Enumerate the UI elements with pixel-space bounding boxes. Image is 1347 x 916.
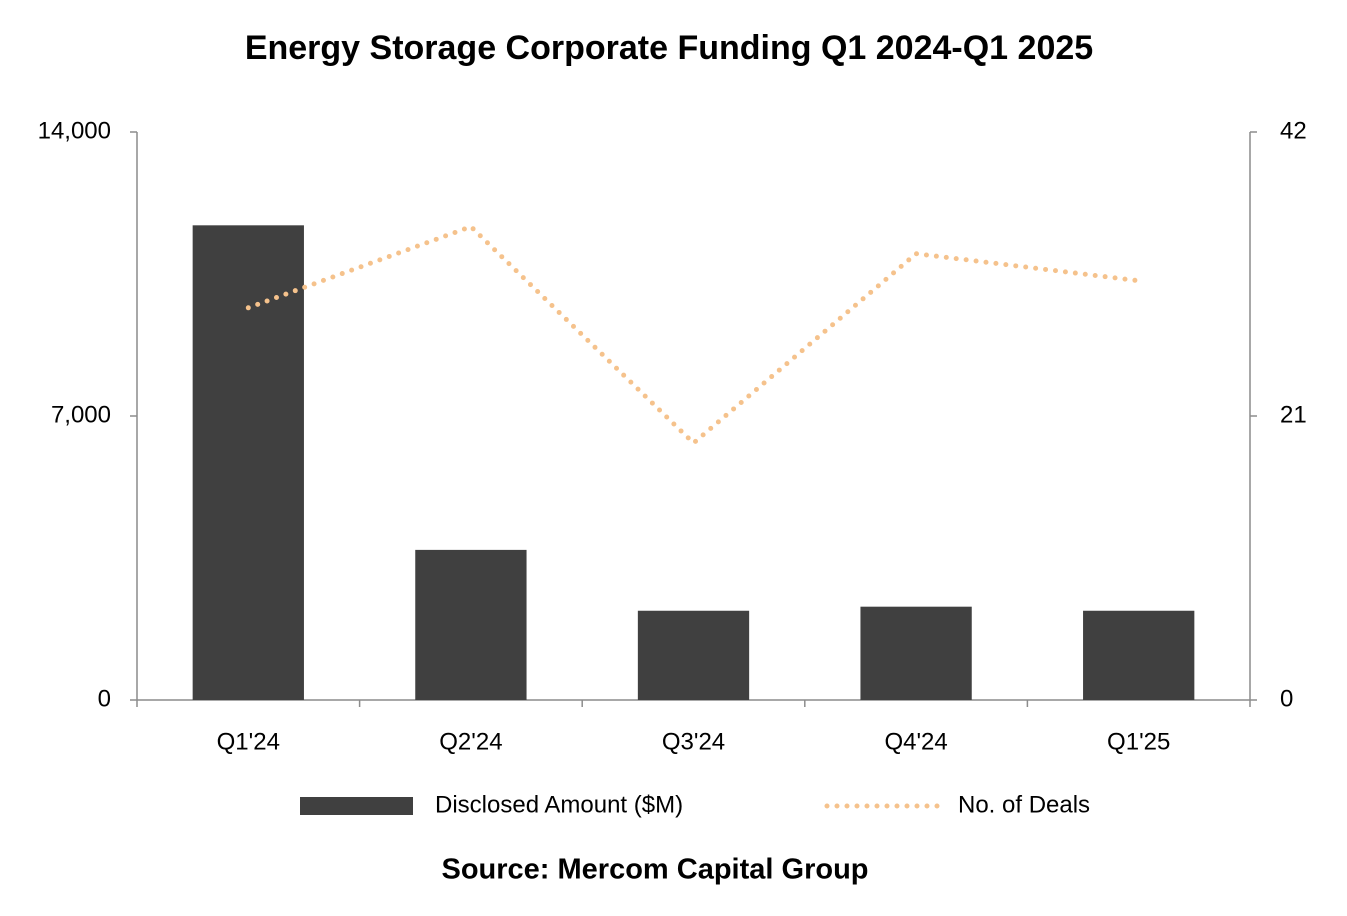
bar — [192, 225, 304, 701]
y-tick-label: 0 — [98, 685, 111, 712]
bar — [637, 610, 750, 700]
y-tick-label: 14,000 — [38, 117, 111, 144]
x-tick-label: Q1'24 — [217, 728, 280, 755]
y2-tick-label: 42 — [1280, 117, 1307, 144]
x-tick-label: Q2'24 — [439, 728, 502, 755]
legend-label: No. of Deals — [958, 791, 1090, 818]
legend-label: Disclosed Amount ($M) — [435, 791, 683, 818]
line-series — [245, 223, 1142, 447]
x-tick-label: Q3'24 — [662, 728, 725, 755]
x-tick-label: Q1'25 — [1107, 728, 1170, 755]
y2-tick-label: 21 — [1280, 401, 1307, 428]
bar — [1083, 610, 1195, 700]
source-note: Source: Mercom Capital Group — [441, 854, 868, 886]
legend-swatch — [300, 797, 413, 815]
y-tick-label: 7,000 — [51, 401, 111, 428]
bar — [415, 549, 527, 700]
x-tick-label: Q4'24 — [884, 728, 947, 755]
bar — [860, 606, 972, 700]
y2-tick-label: 0 — [1280, 685, 1293, 712]
chart-title: Energy Storage Corporate Funding Q1 2024… — [245, 29, 1093, 67]
